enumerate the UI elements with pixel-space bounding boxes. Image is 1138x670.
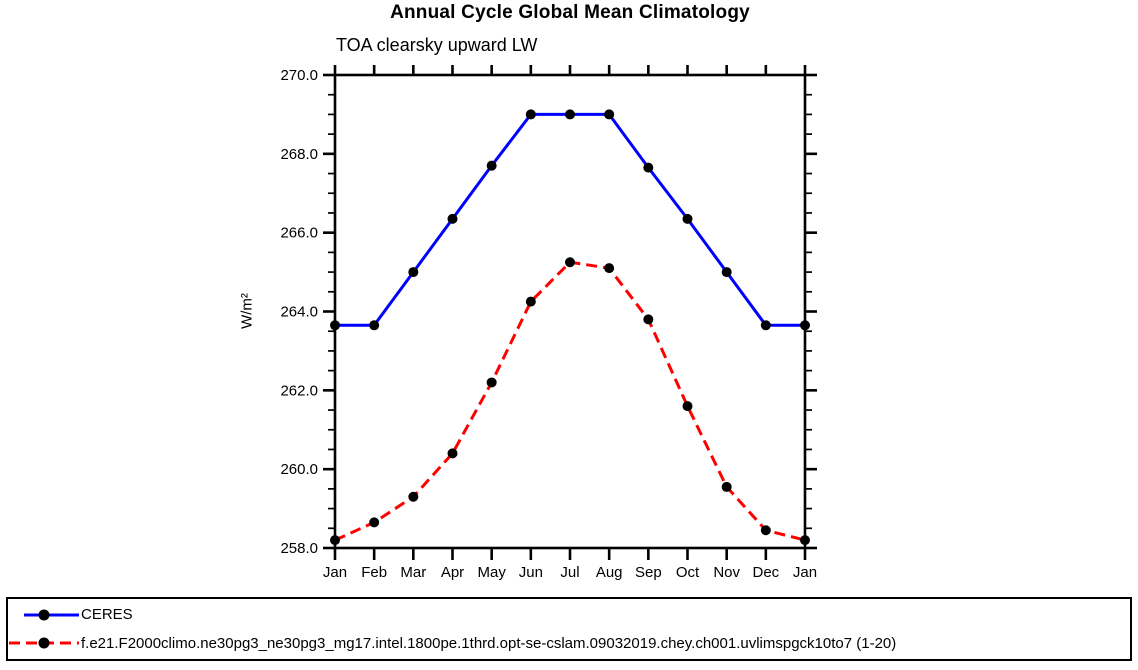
series-line-0	[335, 112, 805, 327]
x-tick-label: Jan	[793, 564, 817, 581]
series-1-marker	[330, 535, 340, 546]
series-0-marker	[565, 109, 575, 120]
x-tick-label: Nov	[713, 564, 740, 581]
series-1-marker	[800, 535, 810, 546]
x-tick-label: Aug	[596, 564, 623, 581]
series-1-marker	[721, 481, 732, 492]
series-0-marker	[486, 160, 497, 171]
series-0-marker	[525, 109, 536, 120]
x-tick-label: Sep	[635, 564, 662, 581]
x-tick-label: Jul	[560, 564, 579, 581]
x-tick-label: May	[477, 564, 506, 581]
legend-item-0: CERES	[8, 602, 1130, 628]
series-1-marker	[643, 314, 654, 325]
series-0-marker	[682, 213, 693, 224]
series-0-marker	[369, 320, 380, 331]
series-1-marker	[525, 296, 536, 307]
legend-label-1: f.e21.F2000climo.ne30pg3_ne30pg3_mg17.in…	[81, 634, 897, 652]
series-0-marker	[760, 320, 771, 331]
series-1-marker	[408, 491, 419, 502]
x-tick-label: Oct	[676, 564, 700, 581]
series-1-marker	[486, 377, 497, 388]
x-tick-label: Jan	[323, 564, 347, 581]
x-tick-label: Mar	[400, 564, 426, 581]
series-0-marker	[800, 320, 810, 331]
chart-subtitle: TOA clearsky upward LW	[336, 35, 538, 55]
series-1-marker	[604, 263, 615, 274]
x-tick-label: Feb	[361, 564, 387, 581]
plot-area: 258.0 260.0 262.0 264.0 266.0 268.0 270.0 Jan Fe…	[280, 65, 817, 581]
series-0-marker	[408, 267, 419, 278]
series-1-marker	[760, 525, 771, 536]
series-0-marker	[721, 267, 732, 278]
series-1-marker	[682, 401, 693, 412]
series-line-1	[334, 260, 806, 542]
series-1-marker	[369, 517, 380, 528]
x-tick-label: Dec	[752, 564, 779, 581]
x-tick-label: Apr	[441, 564, 464, 581]
y-tick-label: 270.0	[280, 67, 318, 84]
legend-item-1: f.e21.F2000climo.ne30pg3_ne30pg3_mg17.in…	[8, 630, 1130, 656]
y-tick-label: 258.0	[280, 540, 318, 557]
x-tick-label: Jun	[519, 564, 543, 581]
y-tick-label: 262.0	[280, 382, 318, 399]
series-1-marker	[565, 257, 575, 268]
y-tick-label: 266.0	[280, 225, 318, 242]
y-tick-label: 268.0	[280, 146, 318, 163]
series-1-marker	[447, 448, 458, 459]
y-tick-label: 264.0	[280, 304, 318, 321]
y-tick-label: 260.0	[280, 461, 318, 478]
legend-label-0: CERES	[81, 606, 133, 624]
legend-marker-icon	[38, 637, 50, 649]
series-0-marker	[330, 320, 340, 331]
chart-title: Annual Cycle Global Mean Climatology	[390, 2, 750, 23]
legend-marker-icon	[38, 609, 50, 621]
series-0-marker	[604, 109, 615, 120]
solid-line-marker-icon	[24, 609, 79, 621]
series-0-marker	[447, 213, 458, 224]
legend: CERES f.e21.F2000climo.ne30pg3_ne30pg3_mg…	[6, 597, 1132, 661]
plot-frame	[333, 73, 807, 550]
dashed-line-marker-icon	[9, 637, 79, 649]
series-0-marker	[643, 162, 654, 173]
